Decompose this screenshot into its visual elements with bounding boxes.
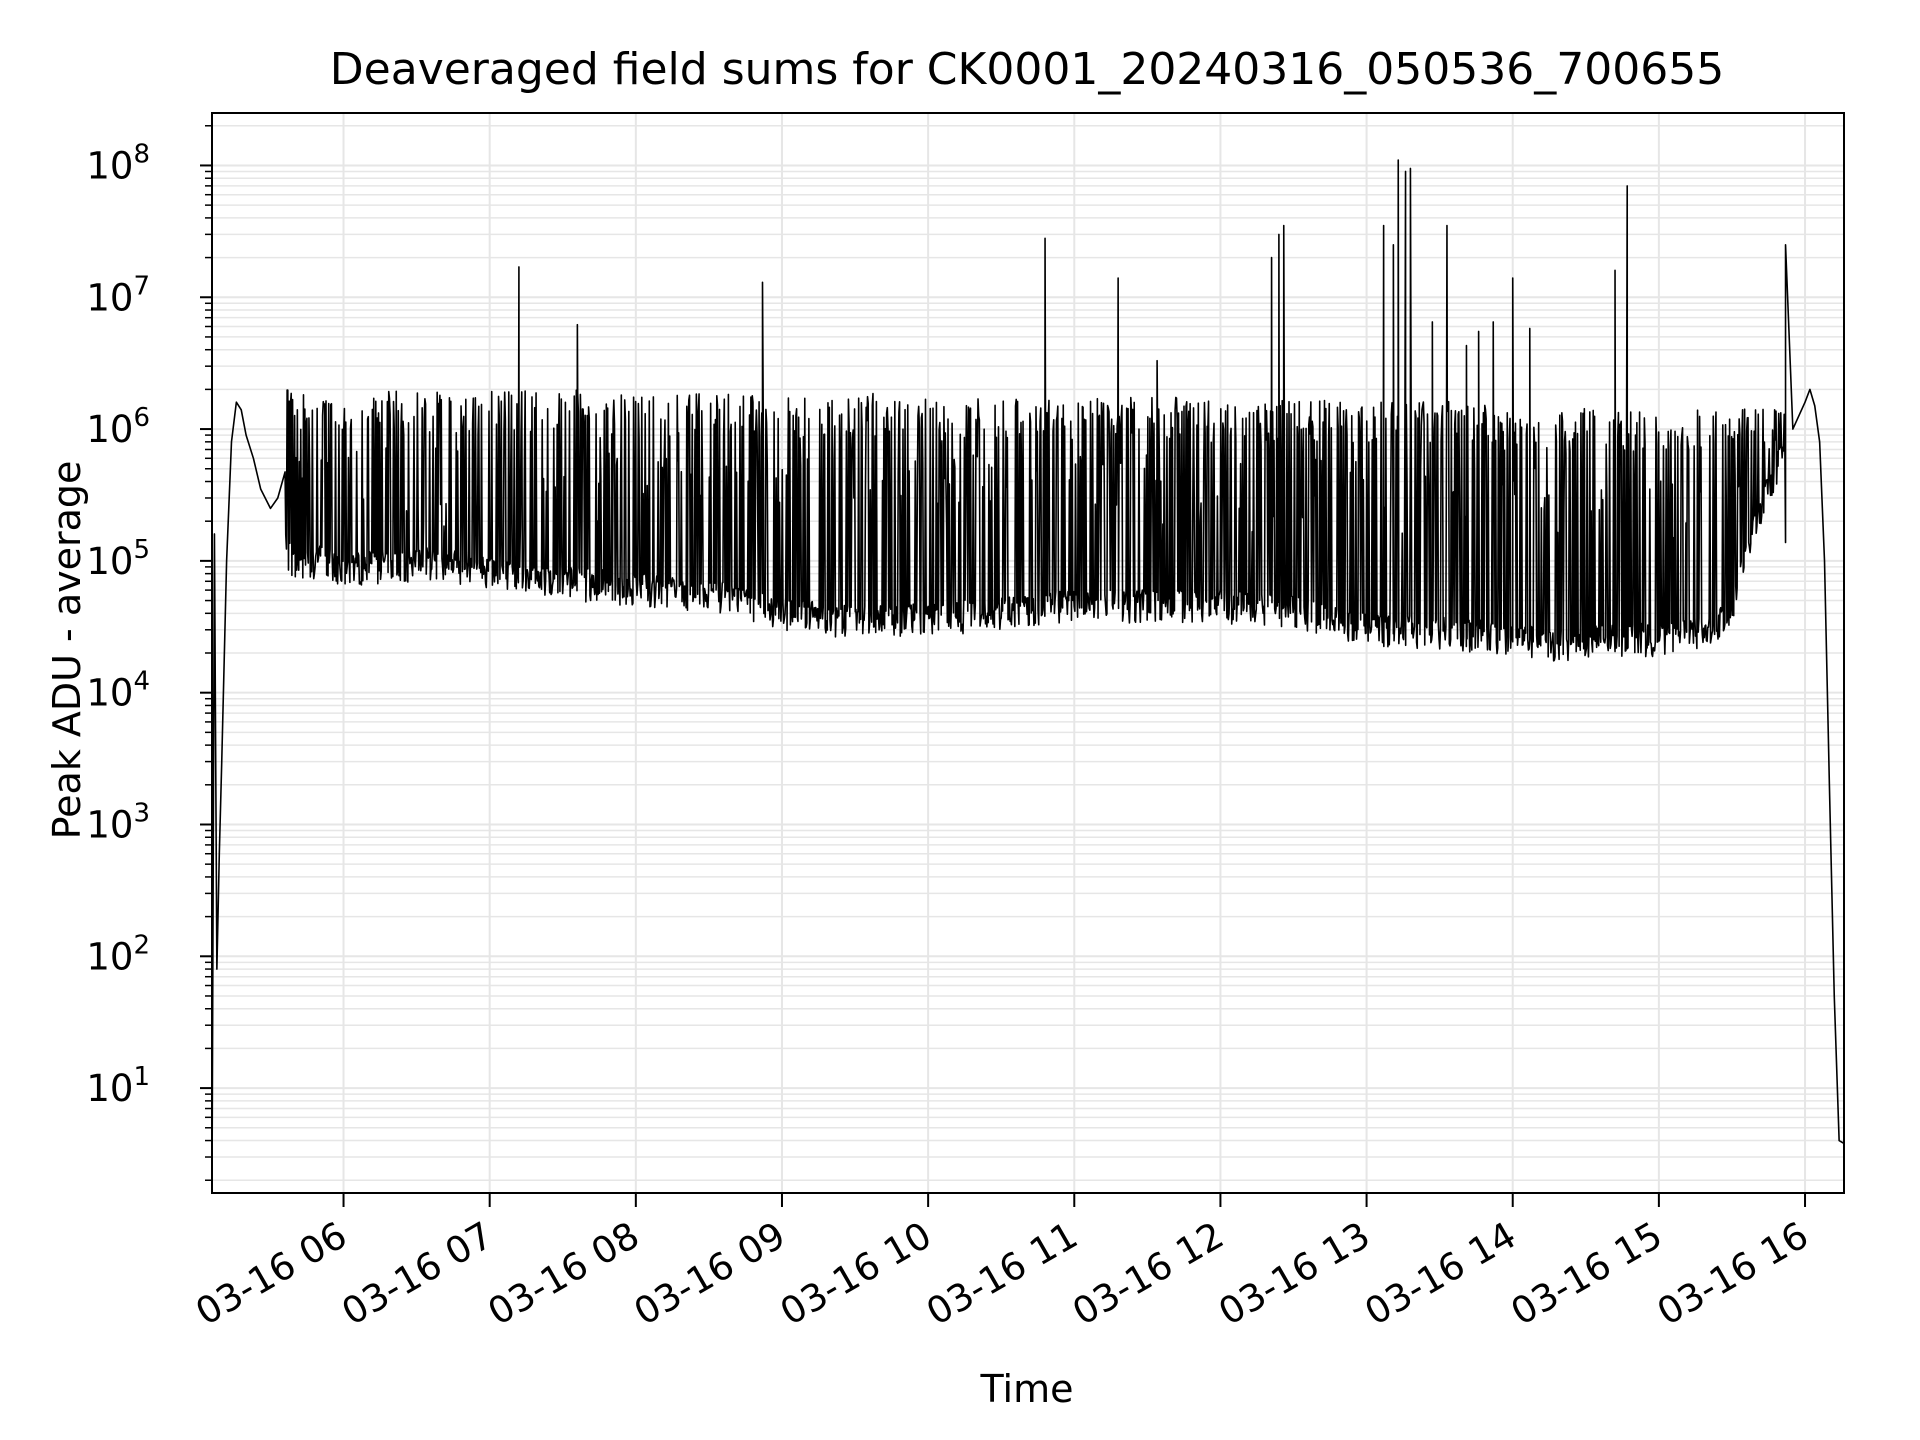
y-tick-label: 103 [86, 798, 150, 846]
y-tick-label: 108 [86, 139, 150, 187]
y-tick-exponent: 4 [133, 667, 150, 697]
chart-title: Deaveraged field sums for CK0001_2024031… [330, 44, 1724, 95]
y-tick-base: 10 [86, 1067, 133, 1110]
y-tick-label: 101 [86, 1062, 150, 1110]
series-line [211, 159, 1845, 1194]
y-tick-base: 10 [86, 935, 133, 978]
y-tick-base: 10 [86, 803, 133, 846]
y-tick-exponent: 8 [133, 139, 150, 169]
y-tick-exponent: 2 [133, 930, 150, 960]
y-tick-exponent: 3 [133, 798, 150, 828]
y-tick-label: 105 [86, 535, 150, 583]
grid [212, 113, 1844, 1193]
y-tick-exponent: 7 [133, 271, 150, 301]
y-tick-base: 10 [86, 672, 133, 715]
y-tick-exponent: 1 [133, 1062, 150, 1092]
y-tick-label: 102 [86, 930, 150, 978]
y-tick-label: 104 [86, 667, 150, 715]
x-axis-label: Time [980, 1367, 1074, 1411]
y-tick-label: 106 [86, 403, 150, 451]
y-axis-label: Peak ADU - average [45, 461, 89, 840]
y-tick-base: 10 [86, 408, 133, 451]
y-tick-base: 10 [86, 144, 133, 187]
y-tick-label: 107 [86, 271, 150, 319]
y-tick-base: 10 [86, 276, 133, 319]
series-path [211, 159, 1845, 1194]
y-tick-base: 10 [86, 540, 133, 583]
y-tick-exponent: 5 [133, 535, 150, 565]
y-tick-exponent: 6 [133, 403, 150, 433]
